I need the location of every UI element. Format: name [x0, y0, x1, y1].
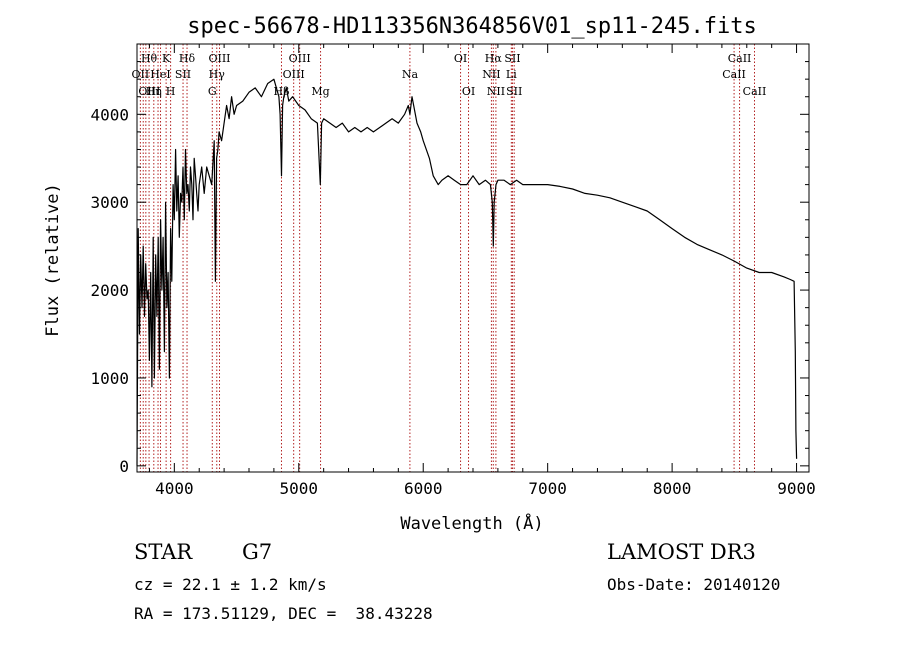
x-axis-label: Wavelength (Å): [400, 512, 543, 534]
y-tick-label-0: 0: [119, 457, 129, 476]
chart-title: spec-56678-HD113356N364856V01_sp11-245.f…: [187, 14, 757, 39]
line-label-17: OI: [454, 52, 467, 65]
y-tick-label-2: 2000: [90, 281, 129, 300]
object-class: STAR: [134, 540, 193, 564]
spectrum-line: [136, 78, 798, 466]
y-axis-label: Flux (relative): [43, 183, 63, 337]
y-tick-label-4: 4000: [90, 105, 129, 124]
y-tick-label-1: 1000: [90, 369, 129, 388]
line-label-19: Hα: [485, 52, 503, 65]
line-label-9: OIII: [208, 52, 230, 65]
x-tick-label-2: 6000: [404, 479, 443, 498]
line-label-20: SII: [504, 52, 520, 65]
line-label-10: Hγ: [209, 68, 226, 81]
line-label-12: OIII: [289, 52, 311, 65]
line-label-26: CaII: [722, 68, 746, 81]
line-label-23: NII: [487, 85, 505, 98]
line-label-11: G: [208, 85, 217, 98]
observation-date: Obs-Date: 20140120: [607, 575, 781, 594]
line-label-16: Na: [402, 68, 419, 81]
x-tick-label-0: 4000: [155, 479, 194, 498]
x-tick-label-4: 8000: [653, 479, 692, 498]
line-label-1: K: [162, 52, 171, 65]
line-label-22: Li: [506, 68, 517, 81]
line-label-25: CaII: [728, 52, 752, 65]
line-label-14: Hβ: [274, 85, 290, 98]
line-label-21: NII: [482, 68, 500, 81]
line-label-3: OII: [132, 68, 150, 81]
line-label-6: OIII: [138, 85, 160, 98]
line-label-8: H: [166, 85, 176, 98]
line-label-18: OI: [462, 85, 475, 98]
survey-name: LAMOST DR3: [607, 540, 756, 564]
y-tick-label-3: 3000: [90, 193, 129, 212]
x-tick-label-3: 7000: [528, 479, 567, 498]
object-subclass: G7: [242, 540, 273, 564]
plot-border: [136, 43, 810, 473]
line-label-15: Mg: [311, 85, 329, 98]
x-tick-label-1: 5000: [280, 479, 319, 498]
plot-frame: [136, 43, 810, 473]
line-label-4: HeI: [150, 68, 170, 81]
line-label-7: Hη: [146, 85, 162, 98]
line-label-13: OIII: [283, 68, 305, 81]
line-label-27: CaII: [743, 85, 767, 98]
redshift-text: cz = 22.1 ± 1.2 km/s: [134, 575, 327, 594]
axis-ticks: 4000 5000 6000 7000 8000 9000 0 1000 2000 3000 400…: [90, 44, 816, 498]
x-tick-label-5: 9000: [777, 479, 816, 498]
line-label-0: Hθ: [141, 52, 158, 65]
line-label-5: SII: [175, 68, 191, 81]
line-label-2: Hδ: [179, 52, 196, 65]
spectral-line-markers: [139, 44, 755, 472]
coordinates-text: RA = 173.51129, DEC = 38.43228: [134, 604, 433, 623]
spectrum-series: [136, 78, 798, 466]
line-label-24: SII: [506, 85, 522, 98]
